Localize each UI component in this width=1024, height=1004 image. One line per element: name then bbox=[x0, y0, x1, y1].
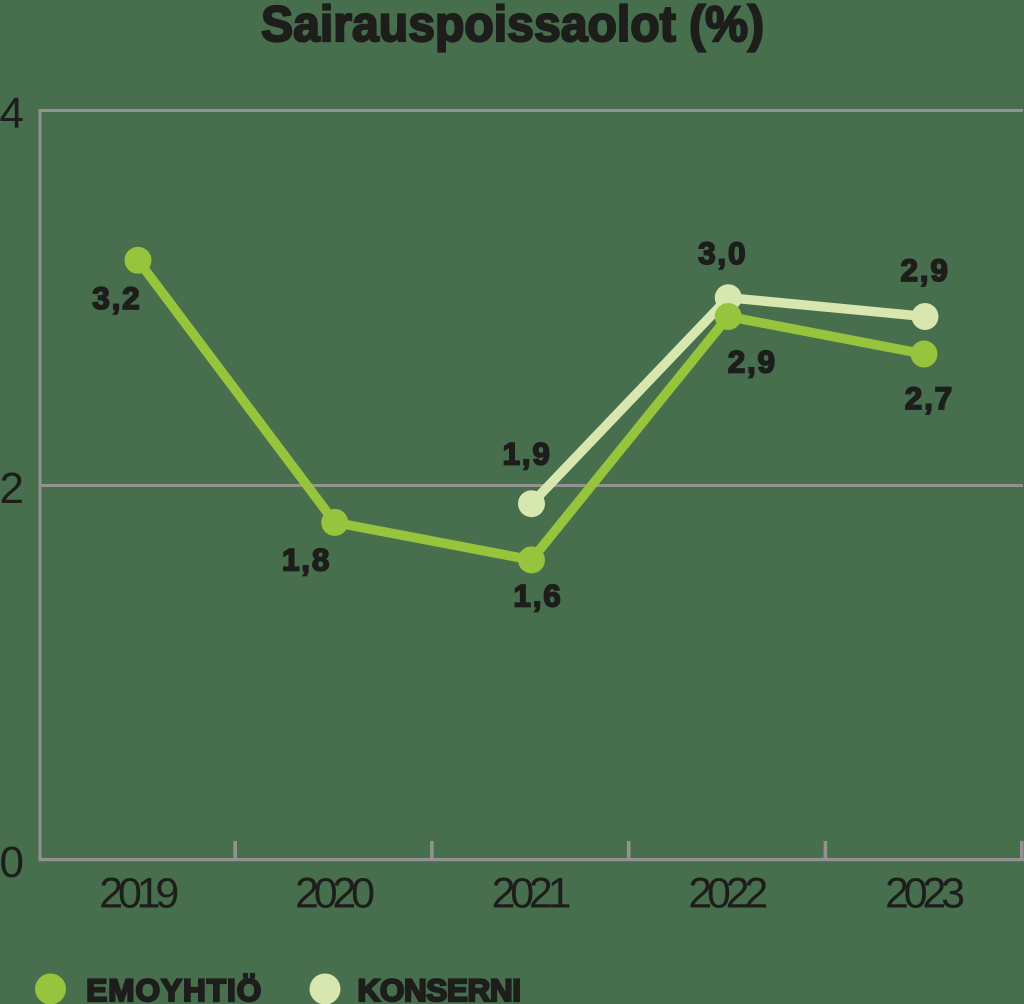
svg-text:1,9: 1,9 bbox=[502, 436, 551, 472]
svg-text:KONSERNI: KONSERNI bbox=[358, 972, 522, 1004]
svg-text:0: 0 bbox=[0, 838, 24, 887]
svg-text:2,9: 2,9 bbox=[900, 252, 949, 288]
svg-text:2: 2 bbox=[0, 464, 24, 513]
svg-text:2,7: 2,7 bbox=[905, 380, 954, 416]
svg-text:2019: 2019 bbox=[99, 870, 179, 918]
svg-text:2020: 2020 bbox=[295, 870, 375, 918]
svg-text:2023: 2023 bbox=[885, 870, 965, 918]
svg-text:2,9: 2,9 bbox=[728, 344, 777, 380]
svg-text:4: 4 bbox=[0, 89, 24, 138]
svg-text:1,6: 1,6 bbox=[513, 578, 562, 614]
svg-text:2021: 2021 bbox=[492, 870, 572, 918]
svg-text:Sairauspoissaolot (%): Sairauspoissaolot (%) bbox=[261, 0, 764, 52]
svg-text:3,0: 3,0 bbox=[698, 235, 747, 271]
svg-text:EMOYHTIÖ: EMOYHTIÖ bbox=[86, 972, 261, 1004]
svg-text:3,2: 3,2 bbox=[92, 280, 141, 316]
svg-text:1,8: 1,8 bbox=[282, 541, 331, 577]
svg-text:2022: 2022 bbox=[688, 870, 768, 918]
